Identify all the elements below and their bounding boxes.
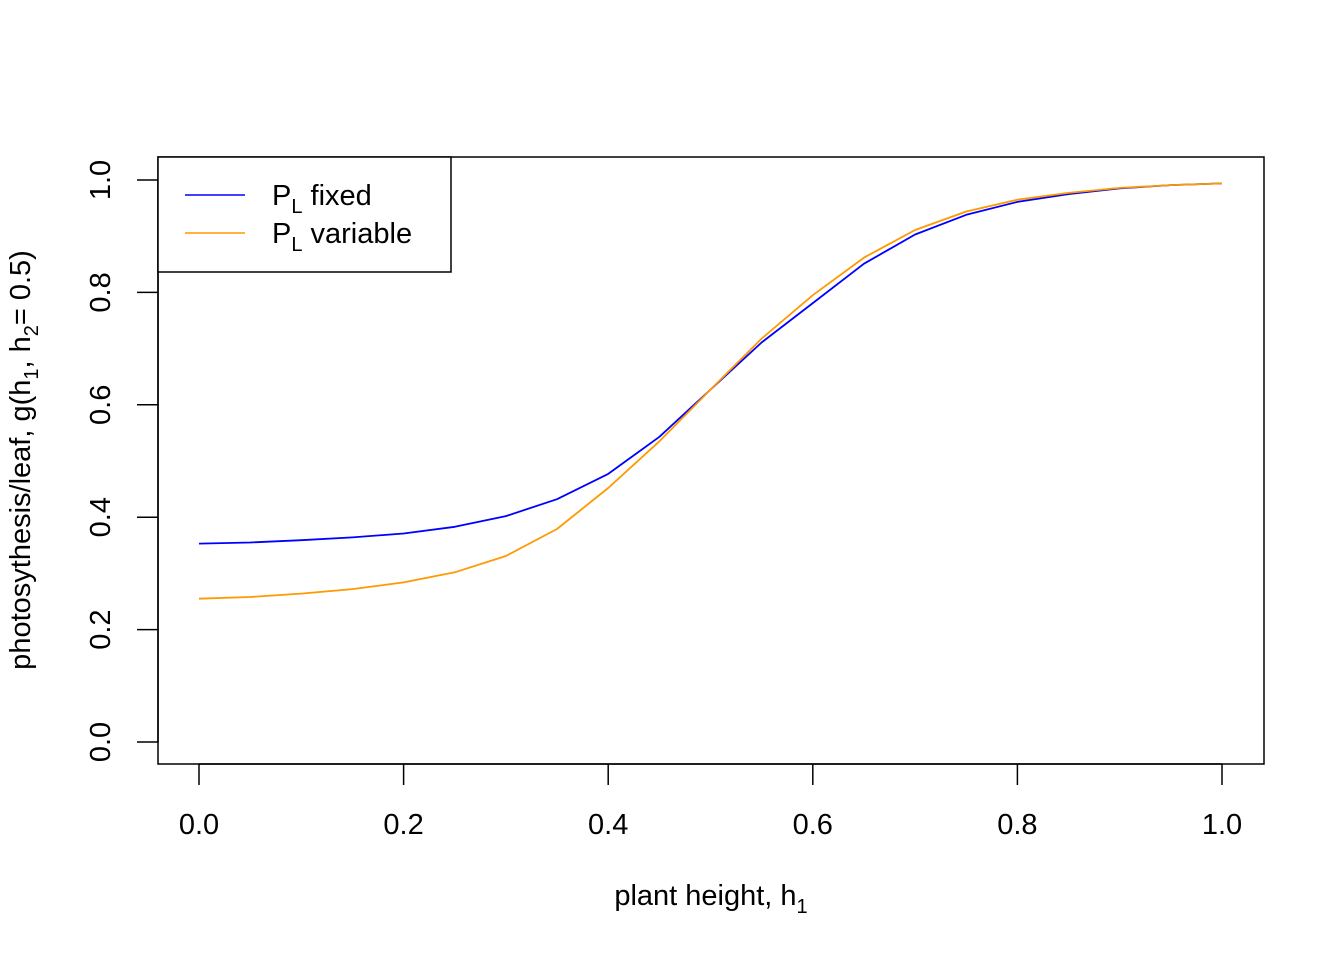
y-axis: 0.0 0.2 0.4 0.6 0.8 1.0	[85, 160, 159, 762]
legend-label-fixed-rest: fixed	[302, 180, 371, 212]
x-axis-title-sub: 1	[797, 896, 808, 918]
x-tick-label: 1.0	[1202, 809, 1242, 841]
legend: PL fixed PL variable	[157, 156, 452, 273]
y-axis-title-part1: photosythesis/leaf, g(h	[5, 380, 37, 670]
x-tick-label: 0.8	[997, 809, 1037, 841]
x-tick-label: 0.4	[588, 809, 628, 841]
legend-label-fixed-sub: L	[291, 196, 302, 218]
x-tick-label: 0.6	[793, 809, 833, 841]
y-tick-label: 0.8	[85, 272, 117, 312]
y-axis-title-part2: , h	[5, 336, 37, 368]
legend-label-fixed: PL fixed	[272, 180, 372, 218]
y-tick-label: 0.4	[85, 497, 117, 537]
legend-label-variable-main: P	[272, 218, 291, 250]
legend-label-fixed-main: P	[272, 180, 291, 212]
y-tick-label: 0.6	[85, 385, 117, 425]
y-tick-label: 0.0	[85, 722, 117, 762]
legend-label-variable: PL variable	[272, 218, 412, 256]
x-axis-title-main: plant height, h	[614, 880, 796, 912]
x-axis-title: plant height, h1	[614, 880, 807, 918]
x-tick-label: 0.2	[383, 809, 423, 841]
series-line-variable	[198, 182, 1223, 600]
y-tick-label: 1.0	[85, 160, 117, 200]
x-tick-label: 0.0	[179, 809, 219, 841]
legend-box	[157, 156, 452, 273]
legend-label-variable-sub: L	[291, 234, 302, 256]
x-axis: 0.0 0.2 0.4 0.6 0.8 1.0	[179, 763, 1242, 841]
y-axis-title: photosythesis/leaf, g(h1, h2= 0.5)	[5, 250, 43, 670]
legend-label-variable-rest: variable	[302, 218, 412, 250]
y-axis-title-sub2: 2	[21, 325, 43, 336]
y-tick-label: 0.2	[85, 609, 117, 649]
y-axis-title-part3: = 0.5)	[5, 250, 37, 325]
series-layer	[198, 182, 1223, 600]
y-axis-title-sub1: 1	[21, 369, 43, 380]
